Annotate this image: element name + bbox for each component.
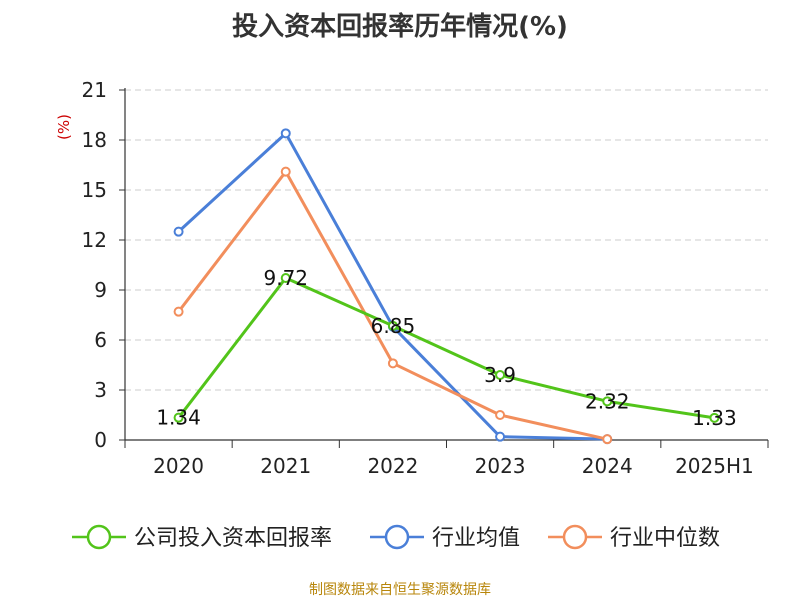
y-axis-label: (%) (55, 114, 73, 140)
y-tick-label: 15 (82, 178, 107, 202)
data-label: 3.9 (484, 363, 516, 387)
y-tick-label: 0 (94, 428, 107, 452)
data-point (280, 273, 291, 283)
legend-label: 公司投入资本回报率 (134, 526, 332, 551)
data-point (173, 412, 184, 423)
x-tick-label: 2025H1 (675, 454, 754, 478)
x-tick-label: 2022 (367, 454, 418, 478)
data-point (495, 431, 506, 442)
source-note: 制图数据来自恒生聚源数据库 (309, 582, 491, 598)
data-point (387, 320, 398, 331)
data-label: 9.72 (263, 266, 308, 290)
legend-marker (562, 524, 588, 550)
data-point (173, 226, 184, 237)
x-tick-label: 2021 (260, 454, 311, 478)
data-label: 6.85 (371, 314, 416, 338)
legend-marker (384, 524, 410, 550)
data-label: 1.34 (156, 406, 201, 430)
series-line (177, 170, 608, 441)
series-line (177, 276, 715, 420)
x-tick-label: 2023 (475, 454, 526, 478)
legend-label: 行业均值 (432, 526, 520, 551)
y-tick-label: 9 (94, 278, 107, 302)
y-tick-label: 6 (94, 328, 107, 352)
y-tick-label: 18 (82, 128, 107, 152)
x-tick-label: 2024 (582, 454, 633, 478)
series-line (177, 131, 608, 441)
legend-marker (86, 524, 112, 550)
y-tick-label: 12 (82, 228, 107, 252)
data-point (173, 306, 184, 317)
chart-title: 投入资本回报率历年情况(%) (232, 12, 568, 42)
y-tick-label: 3 (94, 378, 107, 402)
x-tick-label: 2020 (153, 454, 204, 478)
y-tick-label: 21 (82, 78, 107, 102)
data-point (280, 128, 291, 139)
data-label: 2.32 (585, 389, 630, 413)
data-label: 1.33 (692, 406, 737, 430)
data-point (495, 370, 506, 380)
data-point (709, 412, 720, 423)
data-point (602, 434, 613, 445)
legend-label: 行业中位数 (610, 526, 720, 551)
data-point (495, 410, 506, 420)
data-point (280, 166, 291, 177)
data-point (602, 396, 613, 407)
data-point (387, 358, 398, 369)
